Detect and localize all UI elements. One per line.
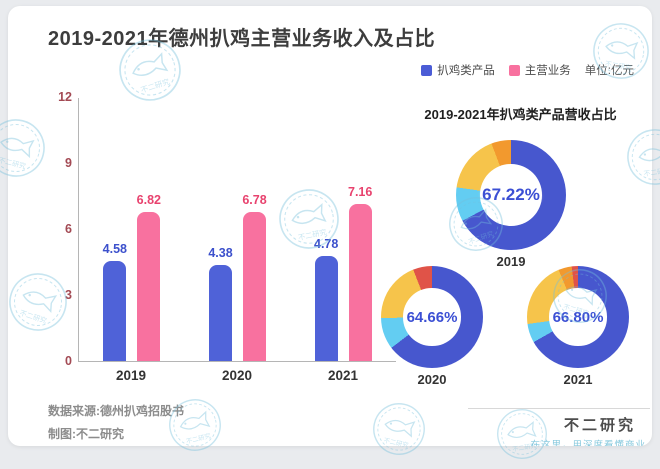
donut-year-2020: 2020	[417, 372, 447, 387]
x-label-2020: 2020	[221, 368, 253, 383]
bar-chart: 4.58 6.82 4.38 6.78 4.78 7.16	[78, 98, 396, 362]
y-tick: 3	[65, 288, 72, 302]
brand-name: 不二研究	[563, 417, 636, 434]
chart-credit: 制图:不二研究	[48, 427, 124, 441]
chart-card: 2019-2021年德州扒鸡主营业务收入及占比 扒鸡类产品 主营业务 单位:亿元…	[8, 6, 652, 446]
x-axis-labels: 2019 2020 2021	[78, 368, 396, 383]
legend-swatch-blue	[421, 64, 433, 76]
legend-item-main-business: 主营业务	[508, 62, 571, 78]
y-tick: 6	[65, 222, 72, 236]
y-tick: 12	[58, 90, 72, 104]
legend: 扒鸡类产品 主营业务 单位:亿元	[421, 62, 634, 78]
bar-value: 4.38	[208, 246, 233, 261]
unit-label: 单位:亿元	[584, 65, 634, 77]
bar-group-2021: 4.78 7.16	[290, 98, 396, 361]
bar-2021-main-business: 7.16	[348, 185, 372, 361]
page: 2019-2021年德州扒鸡主营业务收入及占比 扒鸡类产品 主营业务 单位:亿元…	[0, 6, 660, 459]
data-source: 数据来源:德州扒鸡招股书	[48, 404, 184, 418]
bar-value: 7.16	[348, 185, 373, 200]
donut-year-2019: 2019	[496, 254, 526, 269]
donut-hole	[403, 288, 461, 346]
legend-label: 扒鸡类产品	[437, 65, 495, 77]
brand-slogan: 在这里，用深度看懂商业	[530, 440, 646, 446]
donut-2020: 64.66%	[381, 266, 483, 368]
bar-value: 4.78	[314, 237, 339, 252]
page-title: 2019-2021年德州扒鸡主营业务收入及占比	[48, 28, 436, 50]
brand-divider	[468, 408, 650, 409]
bar-2020-products: 4.38	[208, 246, 233, 361]
donut-2021: 66.80%	[527, 266, 629, 368]
bar-value: 6.82	[136, 192, 161, 207]
bar-group-2019: 4.58 6.82	[79, 98, 185, 361]
x-label-2019: 2019	[115, 368, 147, 383]
y-tick: 9	[65, 156, 72, 170]
bar-2021-products: 4.78	[314, 237, 338, 361]
bar-value: 6.78	[242, 193, 267, 208]
bar-value: 4.58	[102, 241, 127, 256]
bar-group-2020: 4.38 6.78	[185, 98, 291, 361]
bar-2019-main-business: 6.82	[137, 193, 161, 361]
donut-section-title: 2019-2021年扒鸡类产品营收占比	[424, 107, 617, 122]
legend-swatch-pink	[508, 64, 520, 76]
bar-2019-products: 4.58	[103, 242, 127, 361]
donut-year-2021: 2021	[563, 372, 593, 387]
bar-2020-main-business: 6.78	[242, 193, 267, 361]
legend-label: 主营业务	[524, 65, 571, 77]
donut-hole	[480, 164, 542, 226]
donut-value-2019: 67.22%	[482, 185, 540, 204]
y-tick: 0	[65, 354, 72, 368]
donut-hole	[549, 288, 607, 346]
x-label-2021: 2021	[327, 368, 359, 383]
donut-value-2021: 66.80%	[552, 308, 604, 326]
legend-item-products: 扒鸡类产品	[421, 62, 495, 78]
donut-value-2020: 64.66%	[406, 308, 458, 326]
donut-2019: 67.22%	[456, 140, 566, 250]
